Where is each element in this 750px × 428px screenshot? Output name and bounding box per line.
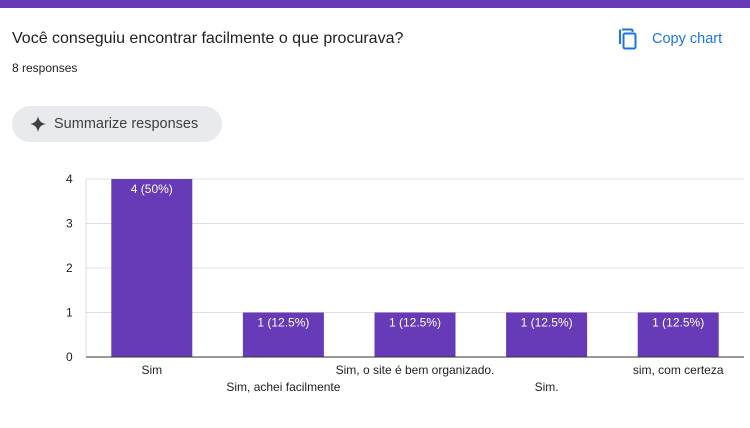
copy-chart-label: Copy chart: [652, 31, 723, 47]
bar-data-label: 1 (12.5%): [389, 316, 441, 330]
bar-data-label: 4 (50%): [131, 182, 173, 196]
bar-data-label: 1 (12.5%): [521, 316, 573, 330]
bar: [374, 312, 456, 357]
bar-data-label: 1 (12.5%): [257, 316, 309, 330]
copy-icon: [618, 28, 638, 50]
x-category-label: Sim: [141, 363, 162, 377]
y-tick-label: 0: [66, 350, 73, 364]
bar: [242, 312, 324, 357]
y-tick-label: 1: [66, 306, 73, 320]
x-category-label: Sim.: [535, 380, 559, 394]
summarize-responses-label: Summarize responses: [54, 116, 199, 132]
y-tick-label: 2: [66, 261, 73, 275]
summarize-responses-button[interactable]: Summarize responses: [12, 106, 222, 142]
y-tick-label: 4: [66, 172, 73, 186]
x-category-label: Sim, o site é bem organizado.: [336, 363, 495, 377]
x-category-label: sim, com certeza: [633, 363, 724, 377]
bar: [506, 312, 588, 357]
copy-chart-button[interactable]: Copy chart: [618, 24, 722, 54]
question-title: Você conseguiu encontrar facilmente o qu…: [12, 30, 404, 47]
x-category-label: Sim, achei facilmente: [226, 380, 340, 394]
responses-count: 8 responses: [12, 61, 78, 75]
bar-data-label: 1 (12.5%): [652, 316, 704, 330]
y-tick-label: 3: [66, 217, 73, 231]
bar: [111, 179, 193, 357]
bar: [637, 312, 719, 357]
form-accent-strip: [0, 0, 750, 8]
sparkle-icon: [12, 116, 46, 132]
